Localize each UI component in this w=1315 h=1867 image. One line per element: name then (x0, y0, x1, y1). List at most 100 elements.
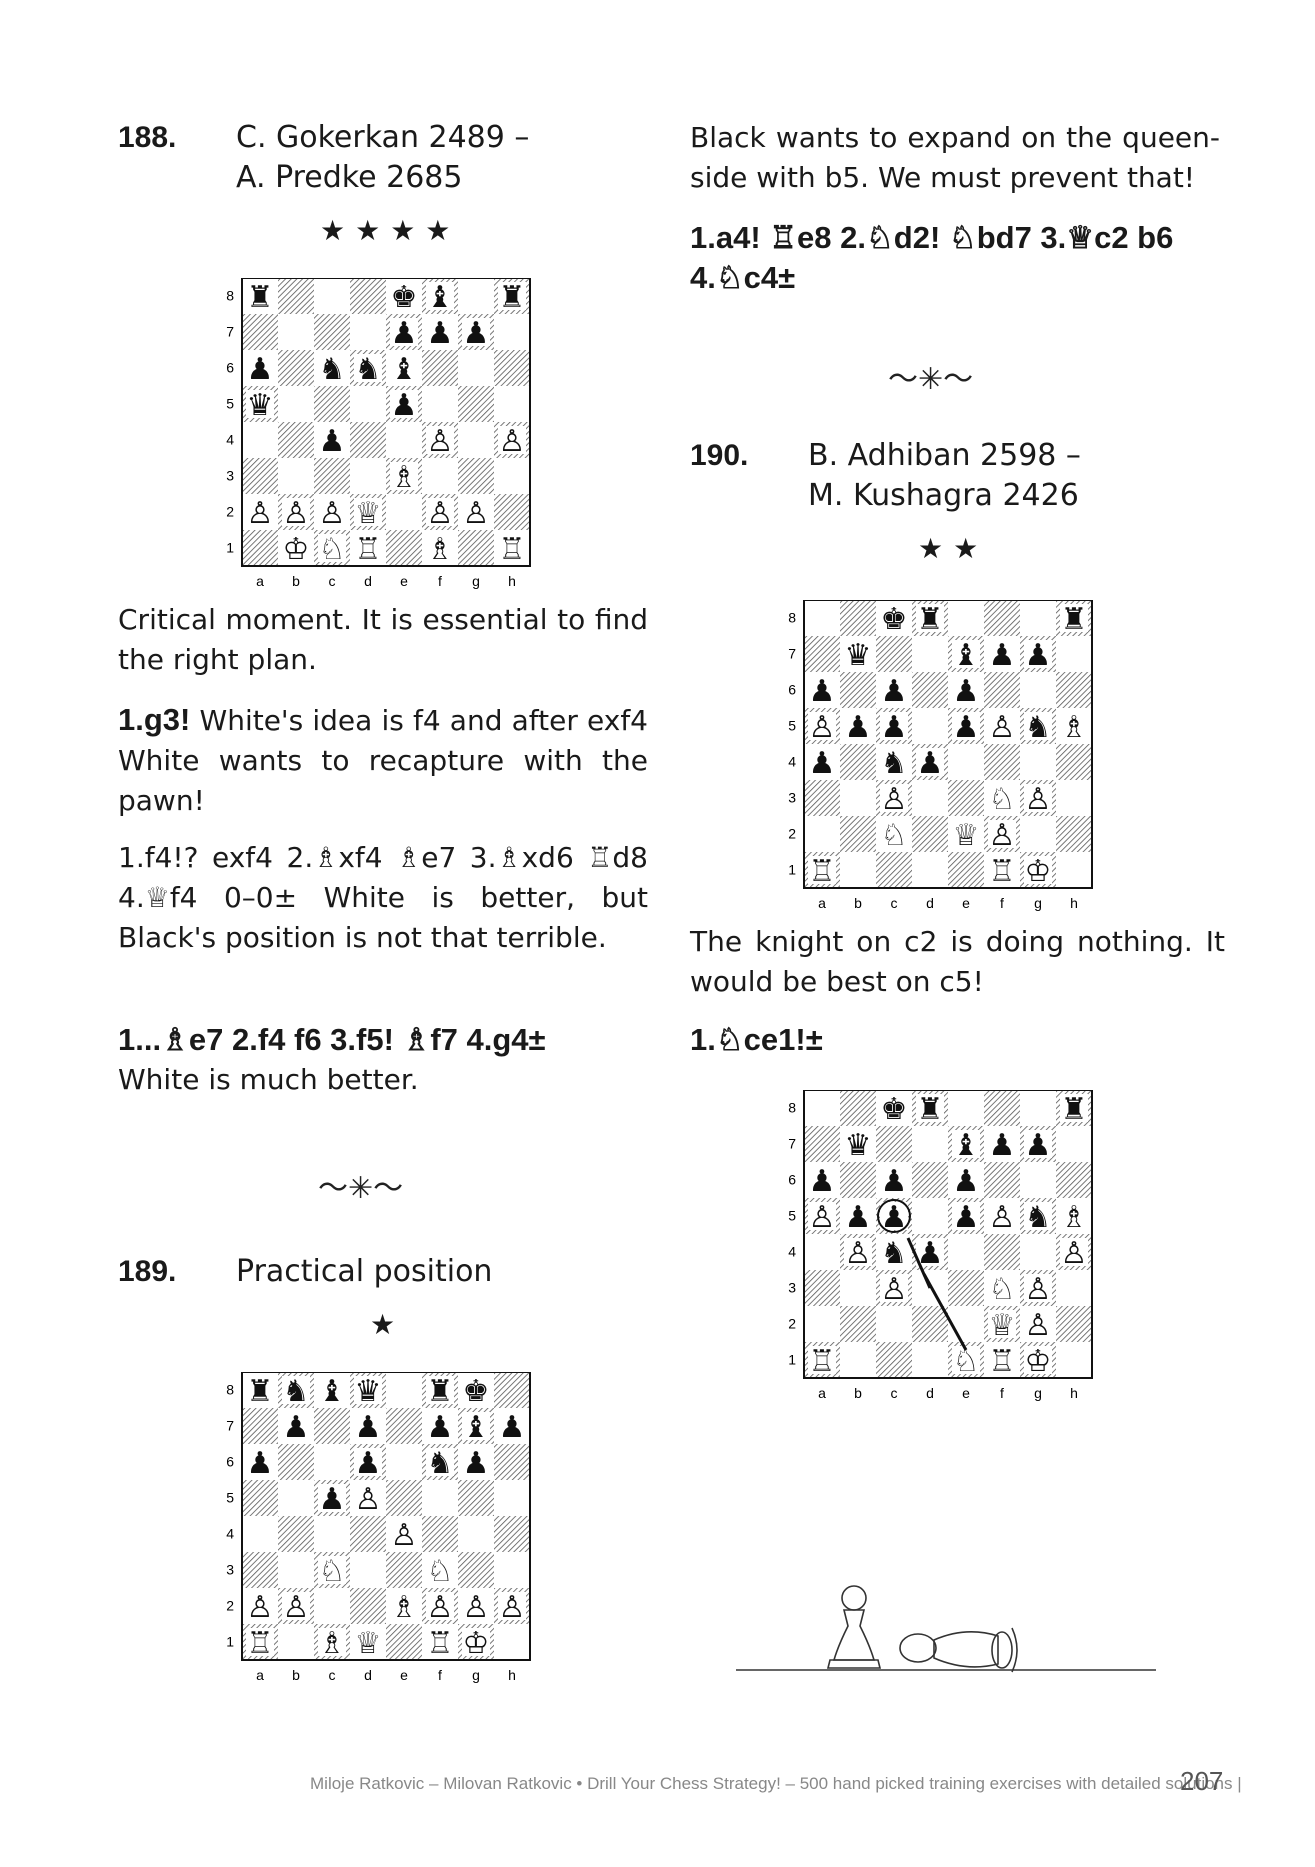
piece-backdrop (880, 1202, 908, 1230)
chess-piece: ♘ (881, 818, 908, 853)
piece-backdrop (318, 354, 346, 382)
piece-backdrop (462, 1412, 490, 1440)
section-separator: 〜✳〜 (318, 1171, 404, 1206)
piece-backdrop (988, 712, 1016, 740)
board-square (314, 314, 350, 350)
piece-backdrop (390, 1520, 418, 1548)
board-square (840, 672, 876, 708)
piece-backdrop (354, 1484, 382, 1512)
chess-piece: ♟ (463, 316, 490, 351)
piece-backdrop (844, 1130, 872, 1158)
board-square (948, 1234, 984, 1270)
file-label: a (256, 573, 264, 589)
board-square (278, 458, 314, 494)
chess-piece: ♖ (355, 532, 382, 567)
board-square (278, 1516, 314, 1552)
piece-backdrop (1024, 784, 1052, 812)
chess-piece: ♙ (355, 1482, 382, 1517)
piece-backdrop (952, 676, 980, 704)
board-square (494, 1552, 530, 1588)
piece-backdrop (318, 426, 346, 454)
chess-piece: ♔ (1025, 1344, 1052, 1379)
board-square (494, 314, 530, 350)
piece-backdrop (246, 1376, 274, 1404)
chess-piece: ♕ (355, 1626, 382, 1661)
chess-piece: ♘ (989, 782, 1016, 817)
piece-backdrop (282, 1592, 310, 1620)
piece-backdrop (1060, 1202, 1088, 1230)
board-square (1020, 816, 1056, 852)
piece-backdrop (462, 1448, 490, 1476)
chess-piece: ♜ (1061, 1092, 1088, 1127)
file-label: c (329, 1667, 336, 1683)
board-square (458, 350, 494, 386)
chessboard-189: ♜ ♞ ♝ ♛ ♜ ♚ ♟ ♟ ♟ ♝ ♟ ♟ ♟ ♞ ♟ ♟ ♙ ♙ ♘ ♘ ♙ ♙ ♗ ♙ ♙ ♙ ♖ ♗ ♕ ♖ ♔ 8 7 6 5 4 3 2 1 a… (218, 1372, 534, 1688)
piece-backdrop (808, 676, 836, 704)
board-square (1056, 852, 1092, 888)
section-separator: 〜✳〜 (888, 362, 974, 397)
piece-backdrop (808, 748, 836, 776)
piece-backdrop (354, 1412, 382, 1440)
board-square (386, 422, 422, 458)
rank-label: 8 (226, 1381, 234, 1397)
chess-piece: ♟ (845, 710, 872, 745)
rank-label: 4 (788, 753, 796, 769)
board-square (912, 852, 948, 888)
chess-piece: ♟ (319, 1482, 346, 1517)
chess-piece: ♟ (391, 316, 418, 351)
piece-backdrop (844, 1202, 872, 1230)
chess-piece: ♗ (391, 460, 418, 495)
piece-backdrop (988, 1130, 1016, 1158)
board-square (876, 636, 912, 672)
board-square (278, 386, 314, 422)
piece-backdrop (426, 498, 454, 526)
piece-backdrop (1024, 1130, 1052, 1158)
piece-backdrop (808, 1166, 836, 1194)
file-label: e (962, 1385, 970, 1401)
board-square (386, 1444, 422, 1480)
rank-label: 6 (788, 1171, 796, 1187)
chess-piece: ♜ (917, 1092, 944, 1127)
piece-backdrop (282, 498, 310, 526)
chess-piece: ♟ (355, 1446, 382, 1481)
chess-piece: ♗ (427, 532, 454, 567)
chess-piece: ♟ (391, 388, 418, 423)
chess-piece: ♟ (355, 1410, 382, 1445)
board-square (984, 600, 1020, 636)
board-square (840, 852, 876, 888)
piece-backdrop (1060, 604, 1088, 632)
board-square (350, 1552, 386, 1588)
fallen-pawn-illustration (736, 1585, 1156, 1673)
chess-piece: ♟ (809, 1164, 836, 1199)
chess-piece: ♚ (881, 1092, 908, 1127)
piece-backdrop (880, 676, 908, 704)
rank-label: 6 (226, 359, 234, 375)
piece-backdrop (318, 534, 346, 562)
board-square (242, 458, 278, 494)
chess-piece: ♟ (953, 710, 980, 745)
piece-backdrop (880, 820, 908, 848)
rank-label: 1 (226, 1633, 234, 1649)
piece-backdrop (952, 1130, 980, 1158)
piece-backdrop (988, 820, 1016, 848)
board-square (494, 494, 530, 530)
chess-piece: ♙ (427, 496, 454, 531)
file-label: f (438, 573, 442, 589)
board-border (803, 600, 1093, 889)
piece-backdrop (880, 1238, 908, 1266)
chess-piece: ♙ (499, 1590, 526, 1625)
piece-backdrop (808, 1202, 836, 1230)
file-label: b (854, 895, 862, 911)
chess-piece: ♙ (319, 496, 346, 531)
piece-backdrop (1060, 712, 1088, 740)
piece-backdrop (426, 282, 454, 310)
board-square (458, 1516, 494, 1552)
piece-backdrop (988, 1346, 1016, 1374)
board-square (350, 314, 386, 350)
chess-piece: ♜ (917, 602, 944, 637)
chess-piece: ♝ (463, 1410, 490, 1445)
puzzle-number: 190. (690, 439, 749, 472)
piece-backdrop (916, 1094, 944, 1122)
board-square (1020, 600, 1056, 636)
